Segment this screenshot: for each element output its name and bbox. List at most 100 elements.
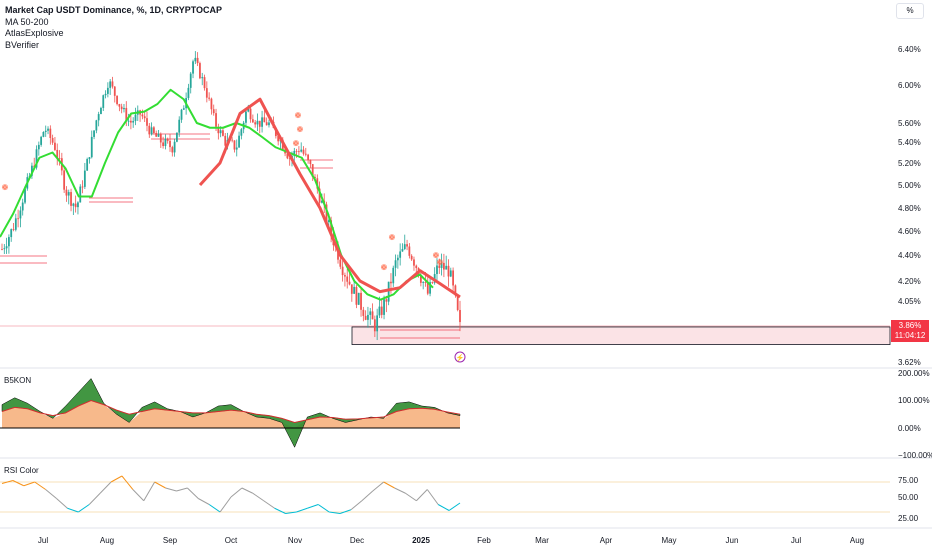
- candle-body: [132, 120, 135, 123]
- candle-body: [81, 186, 84, 188]
- candle-body: [341, 266, 344, 276]
- indicator-ma[interactable]: MA 50-200: [5, 17, 49, 27]
- time-tick-label: Mar: [535, 536, 549, 545]
- price-tick-label: 5.00%: [898, 181, 921, 190]
- candle-body: [394, 260, 397, 268]
- time-tick-label: Aug: [100, 536, 114, 545]
- candle-body: [125, 107, 128, 122]
- rsi-segment: [88, 492, 101, 505]
- candle-body: [406, 244, 408, 247]
- rsi-segment: [416, 489, 428, 502]
- candle-body: [102, 95, 105, 108]
- candle-body: [104, 93, 107, 96]
- price-tick-label: 5.20%: [898, 159, 921, 168]
- candle-body: [392, 267, 395, 284]
- candle-body: [199, 63, 201, 79]
- candle-body: [194, 57, 197, 62]
- candle-body: [54, 142, 56, 150]
- candle-body: [146, 118, 148, 126]
- candle-body: [123, 107, 125, 110]
- candle-body: [77, 202, 79, 208]
- candle-body: [90, 136, 93, 158]
- signal-marker: ❁: [381, 263, 388, 272]
- candle-body: [265, 122, 268, 126]
- rsi-segment: [372, 481, 384, 492]
- candle-body: [129, 120, 132, 123]
- candle-body: [44, 130, 47, 132]
- candle-body: [173, 141, 176, 153]
- candle-body: [17, 218, 20, 220]
- oscillator-tick-label: 0.00%: [898, 424, 921, 433]
- time-tick-label: Sep: [163, 536, 178, 545]
- time-tick-label: Feb: [477, 536, 491, 545]
- candle-body: [12, 229, 15, 230]
- candle-body: [419, 275, 422, 283]
- candle-body: [51, 138, 54, 143]
- candle-body: [10, 229, 13, 238]
- candle-body: [3, 248, 6, 250]
- bar-countdown: 11:04:12: [894, 331, 926, 340]
- candle-body: [424, 281, 427, 283]
- oscillator-label[interactable]: B5KON: [4, 376, 32, 385]
- candle-body: [120, 106, 123, 110]
- candle-body: [459, 309, 461, 323]
- price-tick-label: 4.60%: [898, 227, 921, 236]
- symbol-title[interactable]: Market Cap USDT Dominance, %, 1D, CRYPTO…: [5, 5, 223, 15]
- rsi-segment: [263, 500, 275, 509]
- candle-body: [378, 306, 381, 316]
- candle-body: [426, 282, 429, 294]
- candle-body: [390, 281, 392, 284]
- candle-body: [182, 108, 185, 110]
- rsi-segment: [230, 487, 243, 498]
- candle-body: [42, 131, 45, 137]
- rsi-segment: [99, 481, 112, 494]
- candle-body: [327, 220, 330, 223]
- candle-body: [1, 249, 3, 250]
- candle-body: [330, 220, 333, 235]
- candle-body: [97, 114, 100, 121]
- rsi-segment: [274, 507, 286, 514]
- candle-body: [348, 281, 351, 285]
- candle-body: [297, 151, 300, 153]
- candle-body: [321, 200, 323, 203]
- rsi-segment: [307, 504, 319, 509]
- time-tick-label: Jul: [38, 536, 48, 545]
- candle-body: [233, 140, 236, 150]
- rsi-segment: [448, 502, 461, 511]
- rsi-tick-label: 75.00: [898, 476, 919, 485]
- candle-body: [134, 114, 137, 121]
- candle-body: [67, 192, 70, 196]
- rsi-segment: [121, 475, 134, 490]
- time-tick-label: Aug: [850, 536, 864, 545]
- candle-body: [217, 126, 220, 134]
- rsi-label[interactable]: RSI Color: [4, 466, 39, 475]
- candle-body: [240, 129, 243, 136]
- candle-body: [189, 73, 192, 88]
- candle-body: [350, 284, 353, 294]
- indicator-atlas[interactable]: AtlasExplosive: [5, 28, 64, 38]
- candle-body: [19, 210, 22, 219]
- ma-slow-line: [198, 97, 461, 299]
- last-price-value: 3.86%: [898, 321, 922, 330]
- candle-body: [355, 286, 358, 305]
- candle-body: [447, 265, 450, 277]
- signal-marker: ❁: [389, 233, 396, 242]
- candle-body: [47, 128, 49, 131]
- candle-body: [63, 170, 66, 190]
- indicator-bverifier[interactable]: BVerifier: [5, 40, 40, 50]
- candle-body: [8, 237, 10, 247]
- candle-body: [383, 299, 385, 315]
- candle-body: [456, 295, 459, 310]
- candle-body: [178, 119, 181, 133]
- price-tick-label: 4.05%: [898, 297, 921, 306]
- candle-body: [369, 311, 372, 315]
- percent-scale-button[interactable]: %: [896, 3, 924, 19]
- time-tick-label: Nov: [288, 536, 302, 545]
- signal-marker: ❁: [437, 258, 444, 267]
- candle-body: [109, 81, 112, 88]
- candle-body: [219, 130, 222, 134]
- candle-body: [247, 108, 250, 112]
- rsi-tick-label: 25.00: [898, 514, 919, 523]
- rsi-segment: [317, 504, 330, 513]
